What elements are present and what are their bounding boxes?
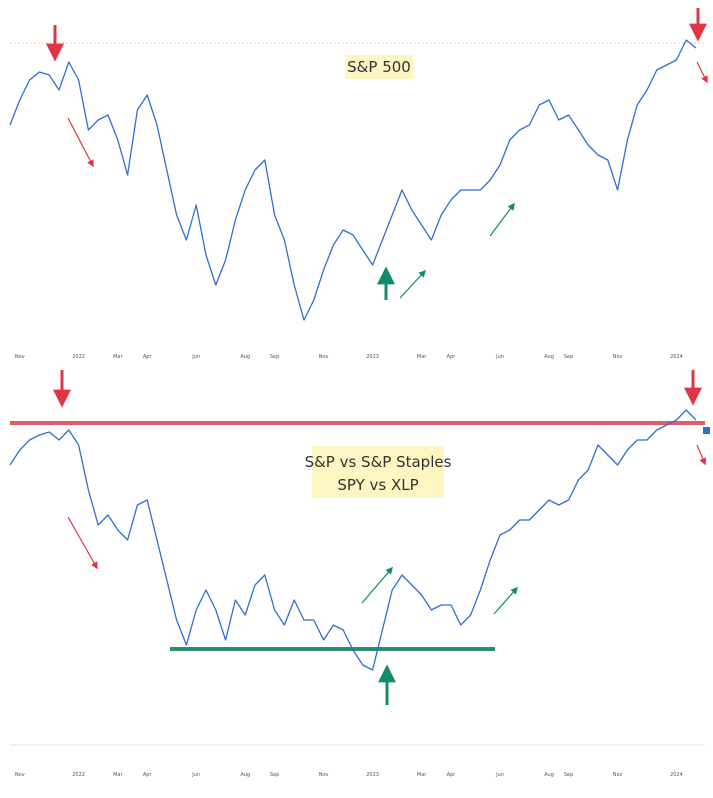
x-tick-label: Aug xyxy=(240,354,250,360)
x-tick-label: Jun xyxy=(191,354,200,360)
x-tick-label: Mar xyxy=(113,772,123,778)
chart-title: S&P 500 xyxy=(347,58,411,76)
chart-title: S&P vs S&P Staples xyxy=(305,453,452,471)
x-tick-label: Mar xyxy=(417,354,427,360)
x-tick-label: Aug xyxy=(240,772,250,778)
x-tick-label: 2022 xyxy=(72,354,85,360)
arrow xyxy=(67,117,94,168)
x-tick-label: Nov xyxy=(15,354,25,360)
x-tick-label: Jun xyxy=(495,772,504,778)
x-tick-label: Mar xyxy=(417,772,427,778)
arrow xyxy=(493,586,518,615)
trend-arrows xyxy=(67,61,708,615)
x-tick-label: Apr xyxy=(143,772,153,778)
x-tick-label: Jun xyxy=(495,354,504,360)
price-tag xyxy=(703,427,710,434)
x-tick-label: 2022 xyxy=(72,772,85,778)
x-tick-label: 2024 xyxy=(670,772,683,778)
arrow xyxy=(696,444,707,466)
x-tick-label: Nov xyxy=(319,354,329,360)
arrow xyxy=(361,566,393,604)
x-tick-label: Jun xyxy=(191,772,200,778)
line-series xyxy=(9,39,697,321)
arrow xyxy=(489,202,515,237)
x-tick-label: 2023 xyxy=(366,354,379,360)
x-tick-label: Apr xyxy=(447,772,457,778)
line-series xyxy=(9,409,697,671)
x-tick-label: Apr xyxy=(143,354,153,360)
x-tick-label: Apr xyxy=(447,354,457,360)
x-tick-label: 2024 xyxy=(670,354,683,360)
x-tick-label: 2023 xyxy=(366,772,379,778)
arrow xyxy=(67,516,98,570)
x-tick-label: Sep xyxy=(270,772,279,778)
x-tick-label: Sep xyxy=(564,354,573,360)
x-tick-label: Nov xyxy=(613,354,623,360)
x-tick-label: Nov xyxy=(15,772,25,778)
x-tick-label: Aug xyxy=(544,772,554,778)
x-tick-label: Nov xyxy=(319,772,329,778)
x-tick-label: Mar xyxy=(113,354,123,360)
arrow xyxy=(399,269,426,299)
title-box xyxy=(345,55,413,79)
x-tick-label: Sep xyxy=(270,354,279,360)
x-tick-label: Nov xyxy=(613,772,623,778)
x-tick-label: Sep xyxy=(564,772,573,778)
x-tick-label: Aug xyxy=(544,354,554,360)
annotation-arrows xyxy=(46,8,707,705)
arrow xyxy=(696,61,708,84)
chart-subtitle: SPY vs XLP xyxy=(337,476,418,494)
title-box xyxy=(312,446,444,498)
